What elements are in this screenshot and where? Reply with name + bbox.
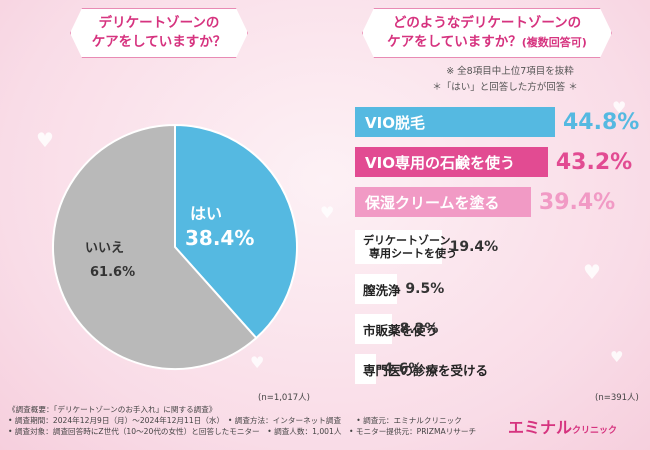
bar: VIO脱毛: [355, 107, 555, 137]
bar-value-label: 8.2%: [399, 321, 439, 337]
right-question-sub: (複数回答可): [521, 36, 587, 49]
bar: 専門医の診療を受ける: [355, 354, 488, 384]
bar-value-label: 9.5%: [405, 281, 445, 297]
bar: VIO専用の石鹸を使う: [355, 147, 548, 177]
pie-value-no: 61.6%: [90, 265, 136, 280]
heart-icon: ♥: [36, 128, 54, 152]
bar-sample-size: (n=391人): [595, 393, 639, 403]
pie-label-no: いいえ: [85, 241, 125, 256]
bar-value-label: 43.2%: [555, 149, 633, 175]
respondent-note: ＊「はい」と回答した方が回答 ＊: [432, 82, 578, 93]
bar-row: デリケートゾーン 専用シートを使う 19.4%: [355, 230, 498, 264]
bar-row: VIO脱毛 44.8%: [355, 107, 639, 137]
right-question-line2: ケアをしていますか？: [387, 34, 522, 50]
heart-icon: ♥: [320, 203, 335, 222]
excerpt-note: ※ 全8項目中上位7項目を抜粋: [446, 66, 574, 77]
heart-icon: ♥: [610, 348, 624, 366]
bar-label: VIO脱毛: [365, 113, 425, 132]
bar-value-label: 44.8%: [563, 109, 640, 135]
survey-summary: 《調査概要：「デリケートゾーンのお手入れ」に関する調査》 • 調査期間：2024…: [8, 404, 476, 437]
bar-row: 膣洗浄 9.5%: [355, 274, 444, 304]
survey-title: 《調査概要：「デリケートゾーンのお手入れ」に関する調査》: [8, 405, 217, 414]
pie-value-yes: 38.4%: [185, 226, 255, 250]
bar-label: 専門医の診療を受ける: [363, 362, 489, 378]
bar-row: 市販薬を使う 8.2%: [355, 314, 438, 344]
bar-row: 専門医の診療を受ける 4.6%: [355, 354, 488, 384]
bar: 膣洗浄: [355, 274, 401, 304]
left-question-line2: ケアをしていますか？: [91, 34, 227, 50]
pie-label-yes: はい: [190, 204, 223, 223]
bar: 保湿クリームを塗る: [355, 187, 531, 217]
bar-value-label: 19.4%: [449, 239, 499, 255]
heart-icon: ♥: [583, 260, 601, 284]
pie-chart: [52, 123, 298, 370]
pie-sample-size: (n=1,017人): [258, 393, 310, 403]
bar-value-label: 4.6%: [383, 361, 423, 377]
bar: デリケートゾーン 専用シートを使う: [355, 230, 457, 264]
bar-value-label: 39.4%: [538, 189, 616, 215]
left-question-line1: デリケートゾーンの: [98, 15, 220, 31]
pie-slice-yes: [174, 123, 298, 340]
bar-row: VIO専用の石鹸を使う 43.2%: [355, 147, 632, 177]
heart-icon: ♥: [250, 353, 265, 372]
bar-label: 市販薬を使う: [363, 322, 439, 338]
survey-details-1: • 調査期間：2024年12月9日（月）～2024年12月11日（水） • 調査…: [8, 416, 462, 425]
heart-icon: ♥: [612, 98, 627, 117]
left-question-box: デリケートゾーンの ケアをしていますか？: [70, 8, 248, 58]
bar-label: VIO専用の石鹸を使う: [365, 153, 515, 172]
bar-label: 専用シートを使う: [369, 247, 457, 260]
bar: 市販薬を使う: [355, 314, 438, 344]
pie-slice-no: [52, 123, 258, 370]
right-question-box: どのようなデリケートゾーンの ケアをしていますか？(複数回答可): [362, 8, 612, 58]
bar-label: 膣洗浄: [363, 282, 401, 298]
bar-label: 保湿クリームを塗る: [365, 193, 500, 212]
right-question-line1: どのようなデリケートゾーンの: [392, 15, 582, 31]
pie-chart-area: [50, 72, 300, 372]
survey-details-2: • 調査対象：調査回答時にZ世代（10〜20代の女性）と回答したモニター • 調…: [8, 427, 477, 436]
clinic-logo: エミナルクリニック: [508, 418, 618, 437]
bar-row: 保湿クリームを塗る 39.4%: [355, 187, 615, 217]
bar-label: デリケートゾーン: [363, 234, 451, 247]
